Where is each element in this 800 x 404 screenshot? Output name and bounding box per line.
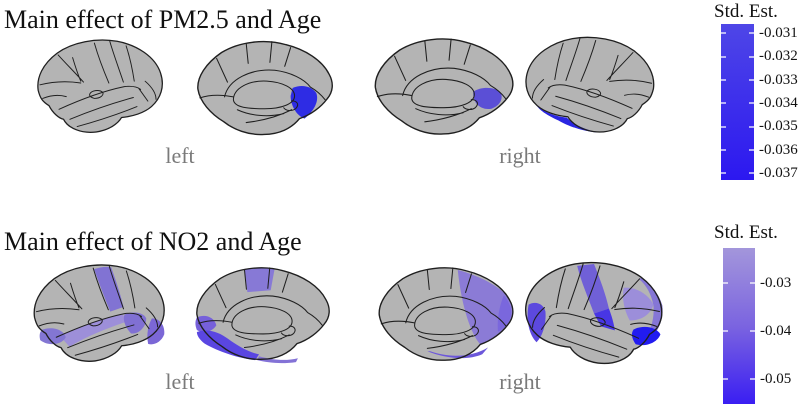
brain-silhouette bbox=[196, 267, 330, 360]
region-patch-rostral-anterior-cingulate bbox=[290, 86, 318, 119]
colorbar-gradient bbox=[723, 248, 755, 404]
parcellation-lines bbox=[380, 267, 507, 349]
region-patch-lateral-occipital bbox=[527, 302, 546, 343]
brain-outline bbox=[33, 264, 165, 362]
region-patch-superior-temporal bbox=[60, 314, 129, 347]
region-patch-inferior-temporal-band bbox=[427, 347, 489, 359]
colorbar-pm25 bbox=[721, 24, 754, 180]
region-patch-supramarginal bbox=[123, 312, 147, 334]
brain-left-medial-no2 bbox=[195, 267, 330, 364]
brain-left-lateral-pm25 bbox=[37, 39, 163, 133]
parcellation-lines bbox=[531, 38, 653, 127]
region-patch-orbitofrontal bbox=[39, 328, 66, 345]
brain-right-lateral-pm25 bbox=[525, 36, 655, 133]
colorbar-tick-label: -0.04 bbox=[760, 323, 792, 339]
colorbar-tick-label: -0.037 bbox=[759, 165, 798, 181]
colorbar-tick-label: -0.05 bbox=[760, 371, 792, 387]
panel-title-no2: Main effect of NO2 and Age bbox=[4, 227, 302, 256]
colorbar-title-no2: Std. Est. bbox=[714, 222, 778, 243]
region-patch-frontal-rim bbox=[638, 277, 663, 339]
hemisphere-label-right-pm25: right bbox=[499, 143, 541, 168]
brain-outline bbox=[525, 36, 655, 133]
brain-right-lateral-no2 bbox=[524, 261, 663, 365]
brain-silhouette bbox=[375, 38, 513, 135]
region-patch-central-inferior bbox=[594, 308, 615, 331]
parcellation-lines bbox=[199, 41, 326, 124]
brain-left-medial-pm25 bbox=[197, 40, 333, 136]
colorbar-tick-marks bbox=[721, 32, 754, 174]
brain-outline bbox=[378, 267, 514, 361]
parcellation-lines bbox=[376, 38, 507, 123]
brain-outline bbox=[196, 267, 330, 360]
colorbar-tick-label: -0.034 bbox=[759, 95, 798, 111]
brain-outline bbox=[37, 39, 163, 133]
colorbar-tick-label: -0.03 bbox=[760, 275, 792, 291]
parcellation-lines bbox=[39, 40, 157, 128]
parcellation-lines bbox=[198, 267, 323, 349]
hemisphere-label-left-pm25: left bbox=[165, 143, 195, 168]
colorbar-tick-label: -0.032 bbox=[759, 48, 798, 64]
region-patch-lingual bbox=[196, 330, 260, 361]
hemisphere-label-right-no2: right bbox=[499, 369, 541, 394]
region-patch-fusiform-strip bbox=[257, 356, 298, 364]
brain-right-medial-no2 bbox=[378, 267, 514, 361]
region-patch-rostral-middle-frontal bbox=[623, 287, 654, 321]
brain-outline bbox=[197, 40, 333, 136]
colorbar-tick-label: -0.035 bbox=[759, 118, 798, 134]
colorbar-tick-label: -0.036 bbox=[759, 142, 798, 158]
region-patch-central-band bbox=[577, 263, 609, 314]
brain-left-lateral-no2 bbox=[33, 264, 165, 362]
region-patch-cuneus bbox=[195, 315, 217, 333]
hemisphere-label-left-no2: left bbox=[165, 369, 195, 394]
parcellation-lines bbox=[35, 265, 159, 356]
colorbar-gradient bbox=[721, 24, 754, 180]
brain-outline bbox=[524, 261, 663, 365]
region-patch-central-band bbox=[94, 266, 124, 312]
colorbar-tick-label: -0.031 bbox=[759, 25, 798, 41]
colorbar-tick-marks bbox=[723, 282, 755, 380]
region-patch-paracentral bbox=[244, 267, 275, 293]
parcellation-lines bbox=[532, 263, 660, 358]
region-patch-medial-orbitofrontal bbox=[473, 87, 502, 110]
brain-right-medial-pm25 bbox=[374, 38, 514, 135]
colorbar-title-pm25: Std. Est. bbox=[714, 1, 778, 22]
colorbar-tick-label: -0.033 bbox=[759, 72, 798, 88]
colorbar-no2 bbox=[723, 248, 755, 404]
region-patch-frontal-pole bbox=[497, 295, 512, 332]
brain-outline bbox=[374, 38, 514, 135]
panel-title-pm25: Main effect of PM2.5 and Age bbox=[4, 5, 322, 34]
